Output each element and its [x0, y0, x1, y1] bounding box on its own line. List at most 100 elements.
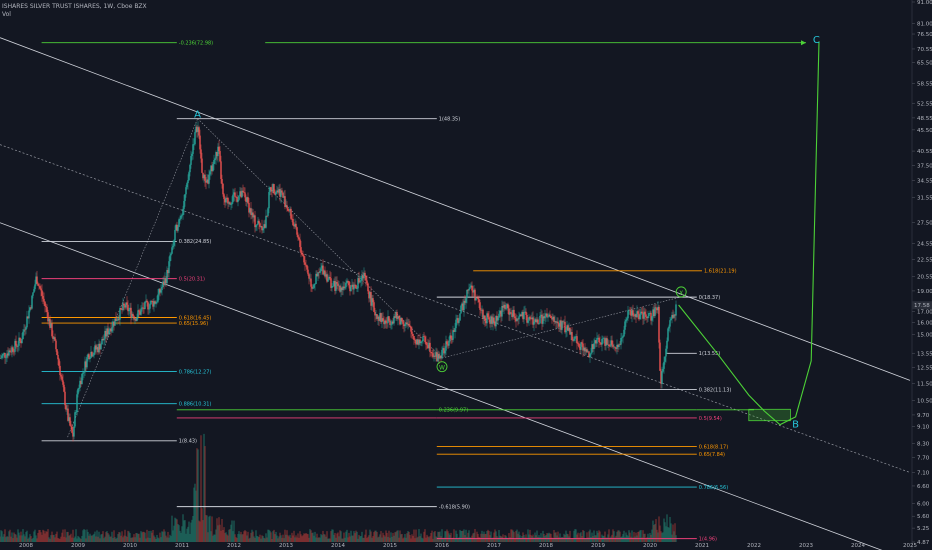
volume-bar — [452, 537, 454, 542]
candle-body — [60, 375, 62, 377]
candle-body — [530, 318, 532, 320]
candle-body — [397, 316, 399, 319]
volume-bar — [108, 534, 110, 542]
candle-body — [395, 312, 397, 318]
candle-body — [379, 313, 381, 321]
volume-bar — [155, 538, 157, 542]
x-tick-label: 2024 — [851, 543, 865, 549]
candle-body — [326, 274, 328, 282]
volume-bar — [209, 515, 211, 542]
candle-body — [666, 340, 668, 349]
candle-body — [478, 299, 480, 303]
volume-bar — [39, 530, 41, 542]
candle-body — [355, 285, 357, 289]
candle-body — [656, 308, 658, 311]
volume-bar — [373, 532, 375, 542]
candle-body — [142, 307, 144, 309]
candle-body — [265, 215, 267, 228]
candle-body — [353, 284, 355, 290]
volume-bar — [617, 530, 619, 542]
candle-body — [345, 283, 347, 288]
y-tick-label: 9.10 — [917, 425, 930, 431]
candle-body — [278, 189, 280, 193]
candle-body — [111, 327, 113, 332]
volume-bar — [92, 534, 94, 542]
volume-bar — [58, 538, 60, 542]
candle-body — [127, 304, 129, 312]
candle-body — [341, 287, 343, 291]
candle-body — [342, 286, 344, 291]
candle-body — [321, 265, 323, 269]
volume-bar — [368, 535, 370, 542]
volume-bar — [142, 531, 144, 542]
volume-bar — [166, 537, 168, 542]
volume-bar — [600, 538, 602, 542]
candle-body — [542, 316, 544, 324]
candle-body — [659, 342, 661, 371]
volume-bar — [203, 433, 205, 542]
volume-bar — [204, 446, 206, 542]
volume-bar — [403, 537, 405, 542]
volume-bar — [513, 532, 515, 542]
candle-body — [639, 314, 641, 320]
candle-body — [236, 196, 238, 202]
volume-bar — [137, 533, 139, 542]
candle-body — [407, 323, 409, 325]
volume-bar — [156, 534, 158, 542]
candle-body — [488, 317, 490, 320]
candle-body — [64, 391, 66, 406]
candle-body — [217, 146, 219, 157]
candle-body — [209, 171, 211, 175]
volume-bar — [428, 537, 430, 542]
fib-level-label: 1(4.96) — [699, 536, 717, 542]
candle-body — [495, 315, 497, 327]
candle-body — [91, 351, 93, 357]
volume-bar — [178, 525, 180, 542]
volume-bar — [216, 518, 218, 542]
volume-bar — [134, 537, 136, 542]
candle-body — [612, 344, 614, 347]
candle-body — [471, 285, 473, 291]
candle-body — [576, 336, 578, 344]
volume-bar — [132, 537, 134, 542]
volume-bar — [315, 537, 317, 542]
volume-bar — [86, 529, 88, 542]
volume-bar — [320, 534, 322, 542]
candle-body — [637, 311, 639, 314]
candle-body — [283, 196, 285, 198]
candle-body — [626, 318, 628, 320]
candle-body — [374, 311, 376, 316]
candle-body — [610, 340, 612, 347]
volume-bar — [446, 529, 448, 542]
volume-bar — [173, 525, 175, 542]
candle-body — [616, 344, 618, 349]
candle-body — [254, 215, 256, 228]
volume-bar — [586, 532, 588, 542]
volume-bar — [434, 531, 436, 542]
volume-bar — [509, 537, 511, 542]
candle-body — [579, 346, 581, 350]
volume-bar — [382, 532, 384, 542]
volume-bar — [411, 534, 413, 542]
candle-body — [337, 283, 339, 286]
candle-body — [95, 345, 97, 350]
candle-body — [140, 309, 142, 315]
candle-body — [311, 286, 313, 289]
volume-bar — [506, 537, 508, 542]
candle-body — [82, 372, 84, 374]
volume-bar — [363, 537, 365, 542]
volume-bar — [117, 534, 119, 542]
candle-body — [525, 311, 527, 315]
volume-bar — [125, 535, 127, 542]
volume-bar — [94, 531, 96, 542]
candle-body — [536, 319, 538, 323]
volume-bar — [395, 531, 397, 542]
candle-body — [173, 240, 175, 246]
volume-bar — [188, 521, 190, 542]
volume-bar — [424, 529, 426, 542]
candle-body — [151, 300, 153, 302]
candle-body — [364, 272, 366, 277]
volume-bar — [516, 529, 518, 542]
volume-bar — [88, 535, 90, 542]
